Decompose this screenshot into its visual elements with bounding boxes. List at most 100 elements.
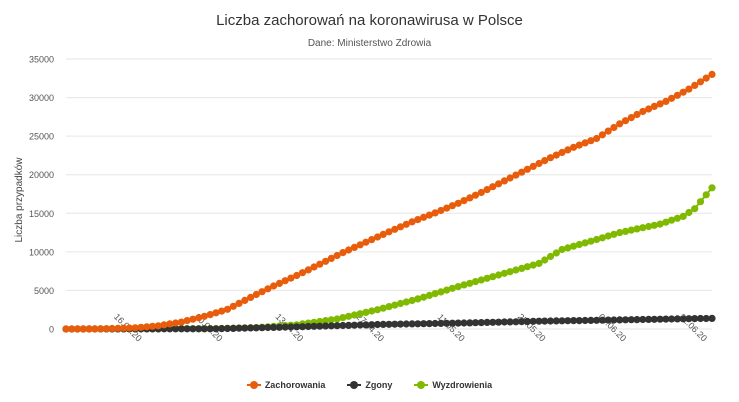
data-point xyxy=(91,325,99,333)
data-point xyxy=(385,320,393,328)
data-point xyxy=(137,323,145,331)
data-point xyxy=(414,295,422,303)
legend-item-wyzdrowienia[interactable]: Wyzdrowienia xyxy=(414,380,492,390)
data-point xyxy=(581,239,589,247)
data-point xyxy=(223,305,232,313)
data-point xyxy=(541,256,549,264)
data-point xyxy=(454,319,462,327)
data-point xyxy=(73,325,82,333)
data-point xyxy=(495,180,503,188)
data-point xyxy=(639,107,647,116)
data-point xyxy=(489,318,497,326)
data-point xyxy=(304,266,312,274)
data-point xyxy=(570,143,578,151)
data-point xyxy=(460,319,468,327)
data-point xyxy=(616,120,624,128)
legend-label: Wyzdrowienia xyxy=(432,380,493,390)
data-point xyxy=(189,315,197,323)
data-point xyxy=(529,162,537,170)
data-point xyxy=(408,320,416,328)
data-point xyxy=(535,159,543,168)
data-point xyxy=(506,174,514,182)
data-point xyxy=(431,209,439,217)
data-point xyxy=(483,186,491,194)
data-point xyxy=(673,315,682,323)
data-point xyxy=(333,315,341,323)
data-point xyxy=(322,257,330,265)
data-point xyxy=(495,318,503,326)
data-point xyxy=(448,202,456,210)
data-point xyxy=(454,199,462,207)
data-point xyxy=(552,151,560,159)
data-point xyxy=(218,307,226,315)
data-point xyxy=(489,273,497,281)
data-point xyxy=(575,317,583,325)
data-point xyxy=(650,102,658,110)
data-point xyxy=(581,316,589,325)
data-point xyxy=(645,315,653,323)
legend-item-zgony[interactable]: Zgony xyxy=(347,380,392,390)
data-point xyxy=(598,131,607,139)
y-tick-label: 15000 xyxy=(29,209,54,219)
data-point xyxy=(287,274,295,282)
series-zachorowania xyxy=(62,70,716,333)
data-point xyxy=(546,317,555,325)
data-point xyxy=(172,319,180,327)
data-point xyxy=(270,323,278,331)
data-point xyxy=(362,308,370,316)
data-point xyxy=(679,315,687,323)
data-point xyxy=(160,321,168,329)
data-point xyxy=(610,316,618,324)
data-point xyxy=(281,323,289,331)
data-point xyxy=(373,320,382,329)
data-point xyxy=(552,317,560,325)
data-point xyxy=(512,318,520,326)
data-point xyxy=(552,249,560,257)
data-point xyxy=(564,146,572,154)
data-point xyxy=(448,319,456,327)
data-point xyxy=(339,249,347,257)
data-point xyxy=(425,211,433,219)
data-point xyxy=(264,285,272,293)
data-point xyxy=(195,314,203,322)
data-point xyxy=(200,312,208,320)
data-point xyxy=(593,134,601,143)
data-point xyxy=(483,318,491,326)
data-point xyxy=(500,177,508,185)
data-point xyxy=(598,316,607,324)
data-point xyxy=(437,319,445,327)
data-point xyxy=(241,296,249,304)
data-point xyxy=(673,91,682,99)
data-point xyxy=(114,324,122,332)
data-point xyxy=(656,315,664,323)
data-point xyxy=(258,324,266,332)
data-point xyxy=(298,269,307,277)
data-point xyxy=(443,204,451,212)
data-point xyxy=(68,325,76,333)
data-point xyxy=(685,315,693,323)
data-point xyxy=(460,197,468,205)
data-point xyxy=(310,263,318,271)
data-point xyxy=(627,316,635,324)
data-point xyxy=(425,291,433,299)
data-point xyxy=(466,194,474,202)
data-point xyxy=(471,278,480,286)
data-point xyxy=(379,304,387,312)
data-point xyxy=(379,320,387,328)
legend-item-zachorowania[interactable]: Zachorowania xyxy=(246,380,325,390)
data-point xyxy=(604,232,612,240)
data-point xyxy=(587,316,595,324)
data-point xyxy=(356,241,364,249)
data-point xyxy=(183,325,191,333)
data-point xyxy=(120,324,128,332)
data-point xyxy=(212,325,220,333)
data-point xyxy=(97,325,105,333)
data-point xyxy=(408,296,416,305)
data-point xyxy=(247,293,255,301)
data-point xyxy=(148,322,157,330)
data-point xyxy=(431,290,439,298)
data-point xyxy=(166,320,174,328)
data-point xyxy=(345,312,353,320)
data-point xyxy=(131,324,139,332)
data-point xyxy=(662,218,670,226)
